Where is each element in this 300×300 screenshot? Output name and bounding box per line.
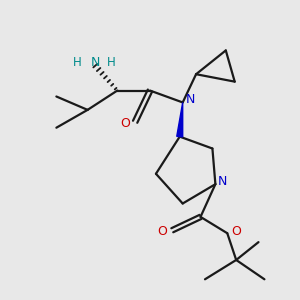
Text: N: N xyxy=(218,175,227,188)
Text: O: O xyxy=(120,117,130,130)
Text: N: N xyxy=(90,56,100,69)
Text: O: O xyxy=(231,225,241,238)
Text: N: N xyxy=(185,93,195,106)
Text: H: H xyxy=(73,56,82,69)
Polygon shape xyxy=(177,102,183,137)
Text: O: O xyxy=(157,225,167,238)
Text: H: H xyxy=(107,56,116,69)
